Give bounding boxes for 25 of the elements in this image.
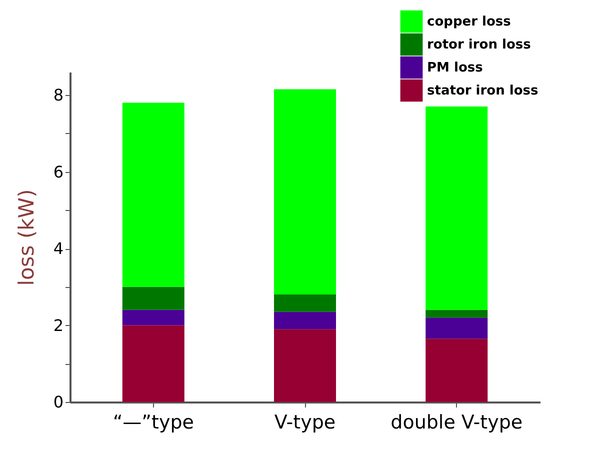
bar xyxy=(426,310,488,318)
y-axis-title: loss (kW) xyxy=(14,189,38,286)
bar xyxy=(274,89,336,295)
legend-label: rotor iron loss xyxy=(427,38,532,52)
bar xyxy=(426,338,488,402)
bar xyxy=(274,329,336,402)
y-tick-label: 6 xyxy=(53,162,64,182)
legend-label: stator iron loss xyxy=(427,84,539,98)
legend-label: PM loss xyxy=(427,60,484,76)
bar xyxy=(122,310,184,326)
bar xyxy=(122,286,184,310)
bar xyxy=(274,294,336,312)
y-tick-label: 2 xyxy=(53,316,64,335)
y-tick-label: 4 xyxy=(53,239,64,258)
x-tick-label: “—”type xyxy=(112,412,194,434)
bar xyxy=(426,318,488,339)
legend-label: copper loss xyxy=(427,14,512,30)
bar xyxy=(122,325,184,402)
y-tick-label: 0 xyxy=(53,392,64,412)
bar xyxy=(122,102,184,287)
y-tick-label: 8 xyxy=(53,86,64,105)
x-tick-label: V-type xyxy=(274,412,336,434)
bar xyxy=(274,312,336,330)
bar xyxy=(426,106,488,310)
x-tick-label: double V-type xyxy=(390,412,523,434)
